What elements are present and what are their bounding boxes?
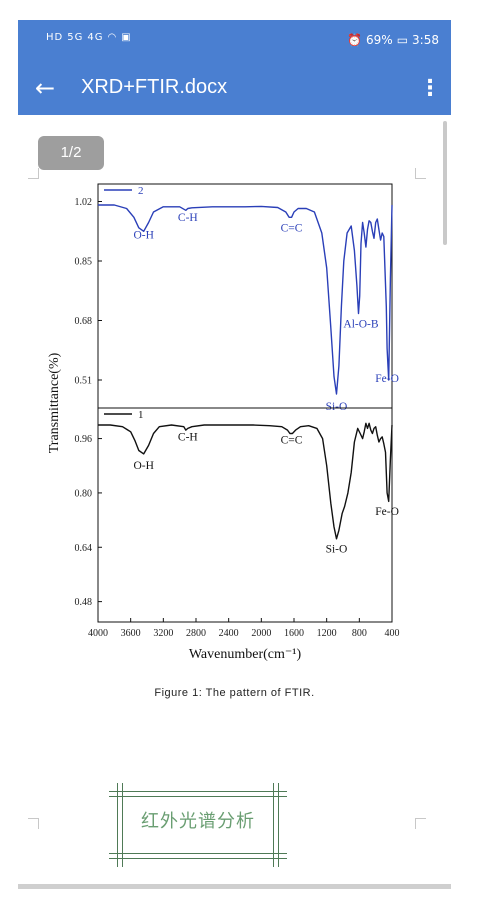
document-title: XRD+FTIR.docx [81, 76, 228, 98]
x-tick-label: 2800 [186, 628, 206, 639]
peak-annotation: C=C [281, 435, 303, 447]
scrollbar-thumb[interactable] [443, 121, 447, 245]
alarm-icon: ⏰ [347, 33, 363, 47]
battery-percent: 69% [366, 33, 393, 47]
spectrum-line [98, 422, 393, 540]
y-tick-label: 0.68 [75, 316, 93, 327]
x-tick-label: 2000 [251, 628, 271, 639]
x-tick-label: 800 [352, 628, 367, 639]
signal-5g-icon: 5G [67, 32, 84, 43]
peak-annotation: Si-O [326, 543, 348, 555]
document-viewer[interactable]: 1/2 1.02 0.85 0.68 0.51 2 O-H C-H C=C Si-O Al-O-B… [18, 115, 451, 888]
status-bar: HD 5G 4G ◠ ▣ ⏰ 69% ▭ 3:58 [18, 20, 451, 62]
title-stamp: 红外光谱分析 [109, 783, 287, 867]
back-button[interactable]: ← [28, 72, 62, 106]
y-tick-label: 0.80 [75, 488, 93, 499]
x-tick-label: 3200 [153, 628, 173, 639]
y-tick-label: 1.02 [75, 197, 93, 208]
status-left-indicators: HD 5G 4G ◠ ▣ [46, 32, 136, 43]
y-tick-label: 0.51 [75, 376, 93, 387]
y-tick-label: 0.64 [75, 543, 93, 554]
peak-annotation: Fe-O [375, 373, 399, 385]
arrow-left-icon: ← [34, 74, 56, 102]
legend-label: 2 [138, 185, 144, 197]
page-bottom-edge [18, 884, 451, 889]
x-tick-label: 4000 [88, 628, 108, 639]
notification-icon: ▣ [121, 32, 132, 43]
more-options-button[interactable]: ⋮ [415, 71, 445, 107]
peak-annotation: C-H [178, 431, 198, 443]
more-vertical-icon: ⋮ [419, 76, 441, 101]
x-tick-label: 1200 [317, 628, 337, 639]
legend-label: 1 [138, 409, 144, 421]
page-indicator: 1/2 [38, 136, 104, 170]
x-tick-label: 1600 [284, 628, 304, 639]
y-tick-label: 0.48 [75, 597, 93, 608]
clock: 3:58 [412, 33, 439, 47]
y-tick-label: 0.96 [75, 434, 93, 445]
ftir-chart: 1.02 0.85 0.68 0.51 2 O-H C-H C=C Si-O Al-O-B Fe-O… [47, 183, 400, 662]
plot-frame [97, 407, 393, 623]
peak-annotation: C-H [178, 212, 198, 224]
page-corner-mark [415, 168, 426, 179]
plot-frame [97, 183, 393, 409]
hd-icon: HD [46, 32, 64, 43]
peak-annotation: O-H [134, 460, 154, 472]
app-bar: ← XRD+FTIR.docx ⋮ [18, 62, 451, 115]
x-tick-label: 3600 [121, 628, 141, 639]
peak-annotation: C=C [281, 222, 303, 234]
stamp-text: 红外光谱分析 [141, 811, 255, 832]
y-tick-label: 0.85 [75, 257, 93, 268]
status-right-indicators: ⏰ 69% ▭ 3:58 [343, 33, 439, 47]
page-corner-mark [28, 818, 39, 829]
page-corner-mark [28, 168, 39, 179]
y-axis-label: Transmittance(%) [47, 352, 62, 453]
peak-annotation: Al-O-B [343, 319, 378, 331]
figure-caption: Figure 1: The pattern of FTIR. [154, 687, 315, 699]
x-axis-label: Wavenumber(cm⁻¹) [189, 647, 302, 662]
peak-annotation: O-H [134, 229, 154, 241]
battery-icon: ▭ [396, 33, 409, 47]
peak-annotation: Fe-O [375, 506, 399, 518]
page-corner-mark [415, 818, 426, 829]
x-tick-label: 2400 [219, 628, 239, 639]
signal-4g-icon: 4G [87, 32, 104, 43]
peak-annotation: Si-O [326, 401, 348, 413]
wifi-icon: ◠ [107, 32, 118, 43]
x-tick-label: 400 [385, 628, 400, 639]
spectrum-line [98, 204, 393, 395]
